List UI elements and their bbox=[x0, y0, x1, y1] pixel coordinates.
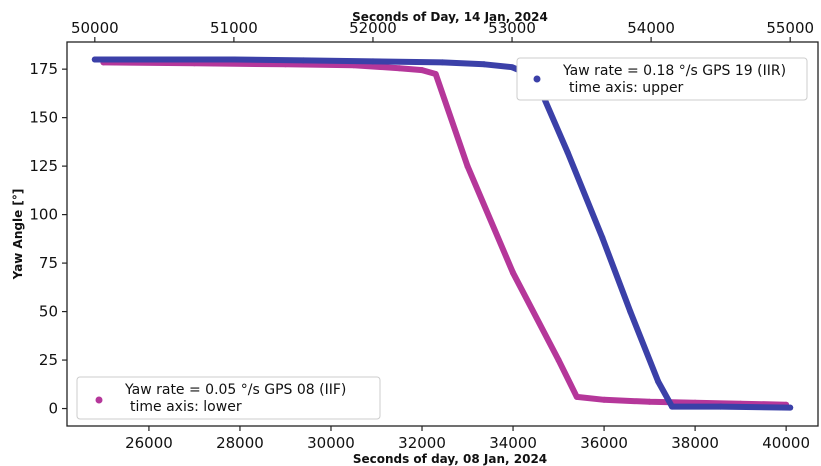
series-gps19-point bbox=[439, 59, 446, 66]
y-tick-label: 125 bbox=[29, 157, 58, 175]
series-gps08-point bbox=[555, 357, 562, 364]
series-gps19-point bbox=[370, 58, 376, 65]
series-gps19-point bbox=[599, 234, 606, 241]
y-axis: 0 25 50 75 100 125 150 175 bbox=[29, 60, 67, 418]
legend-gps08-marker bbox=[95, 396, 103, 404]
upper-x-tick-label: 53000 bbox=[488, 19, 536, 37]
series-gps19-point bbox=[230, 56, 237, 63]
legend-gps19-line2: time axis: upper bbox=[569, 80, 684, 96]
y-tick-label: 150 bbox=[29, 109, 58, 127]
legend-gps19: Yaw rate = 0.18 °/s GPS 19 (IIR) time ax… bbox=[516, 57, 808, 101]
lower-x-axis-title: Seconds of day, 08 Jan, 2024 bbox=[353, 452, 547, 466]
series-gps08-point bbox=[573, 393, 580, 400]
legend-gps19-marker bbox=[533, 75, 541, 83]
y-axis-title: Yaw Angle [°] bbox=[11, 189, 25, 281]
series-gps19-point bbox=[564, 149, 571, 156]
series-gps19-point bbox=[627, 308, 634, 315]
y-tick-label: 75 bbox=[39, 254, 58, 272]
series-gps19-point bbox=[669, 403, 675, 410]
lower-x-axis: 26000 28000 30000 32000 34000 36000 38000 40000 bbox=[125, 426, 810, 452]
legend-gps08-line1: Yaw rate = 0.05 °/s GPS 08 (IIF) bbox=[124, 382, 346, 398]
series-gps08-point bbox=[419, 67, 425, 74]
y-tick-label: 0 bbox=[48, 400, 58, 418]
legend-gps08-box bbox=[76, 376, 381, 420]
legend-gps08: Yaw rate = 0.05 °/s GPS 08 (IIF) time ax… bbox=[76, 376, 381, 420]
lower-x-tick-label: 38000 bbox=[671, 434, 719, 452]
upper-x-tick-label: 52000 bbox=[349, 19, 397, 37]
upper-x-tick-label: 51000 bbox=[210, 19, 258, 37]
y-tick-label: 100 bbox=[29, 206, 58, 224]
series-gps08-point bbox=[396, 65, 403, 72]
series-gps08-point bbox=[601, 396, 608, 403]
lower-x-tick-label: 32000 bbox=[398, 434, 446, 452]
upper-x-tick-label: 55000 bbox=[766, 19, 814, 37]
legend-gps19-box bbox=[516, 57, 808, 101]
lower-x-tick-label: 28000 bbox=[216, 434, 264, 452]
series-gps08-point bbox=[646, 398, 653, 405]
legend-gps08-line2: time axis: lower bbox=[130, 399, 242, 415]
series-gps19-point bbox=[717, 403, 724, 410]
series-gps08-point bbox=[510, 269, 516, 276]
series-gps08-point bbox=[432, 71, 439, 77]
series-gps08-point bbox=[464, 163, 471, 170]
lower-x-tick-label: 30000 bbox=[307, 434, 355, 452]
series-gps19-point bbox=[509, 64, 515, 71]
upper-x-axis: 50000 51000 52000 53000 54000 55000 bbox=[71, 19, 814, 42]
series-gps19-point bbox=[300, 57, 307, 64]
series-gps19-point bbox=[655, 378, 662, 385]
series-gps19-point bbox=[91, 56, 98, 63]
y-tick-label: 25 bbox=[39, 351, 58, 369]
lower-x-tick-label: 36000 bbox=[580, 434, 628, 452]
lower-x-tick-label: 40000 bbox=[762, 434, 810, 452]
series-gps19-point bbox=[787, 404, 794, 411]
plot-area bbox=[66, 41, 819, 427]
y-tick-label: 175 bbox=[29, 60, 58, 78]
y-tick-label: 50 bbox=[39, 303, 58, 321]
upper-x-tick-label: 50000 bbox=[71, 19, 119, 37]
legend-gps19-line1: Yaw rate = 0.18 °/s GPS 19 (IIR) bbox=[562, 63, 786, 79]
lower-x-tick-label: 34000 bbox=[489, 434, 537, 452]
upper-x-axis-title: Seconds of Day, 14 Jan, 2024 bbox=[352, 10, 548, 24]
series-gps19-point bbox=[481, 61, 488, 68]
upper-x-tick-label: 54000 bbox=[627, 19, 675, 37]
lower-x-tick-label: 26000 bbox=[125, 434, 173, 452]
